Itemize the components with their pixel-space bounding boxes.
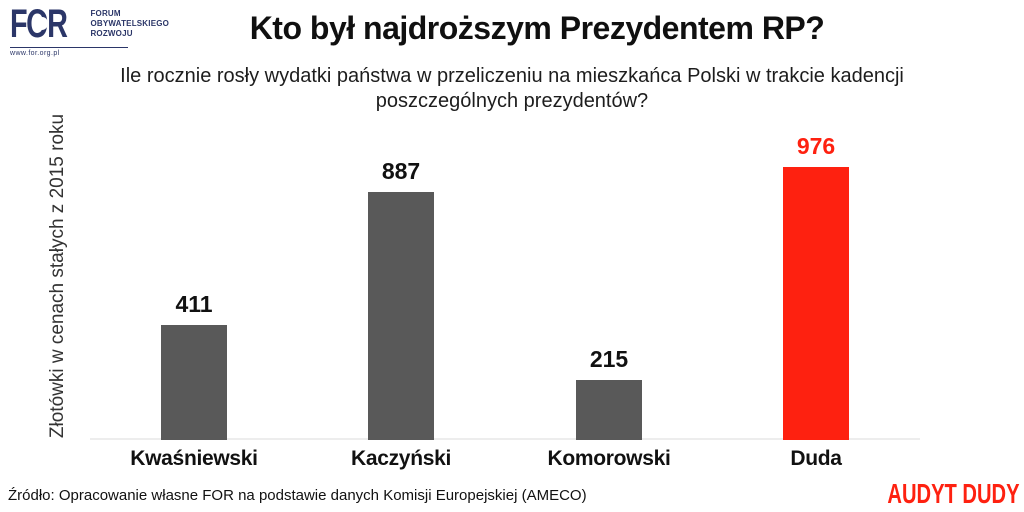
bar-value-label: 887	[381, 158, 421, 184]
bar-category-label: Komorowski	[547, 447, 671, 470]
logo-website: www.for.org.pl	[10, 49, 60, 57]
logo-name-line: OBYWATELSKIEGO	[90, 19, 170, 28]
bar-kwaniewski	[161, 325, 227, 440]
for-logo-acronym: FOR	[10, 4, 68, 44]
y-axis-label: Złotówki w cenach stałych z 2015 roku	[47, 113, 68, 439]
bar-komorowski	[576, 380, 642, 440]
page-title: Kto był najdroższym Prezydentem RP?	[249, 10, 825, 46]
logo-name-line: FORUM	[90, 9, 121, 18]
campaign-label: AUDYT DUDY	[887, 478, 1020, 509]
page-subtitle: Ile rocznie rosły wydatki państwa w prze…	[120, 65, 904, 112]
bar-kaczyski	[368, 192, 434, 440]
source-note: Źródło: Opracowanie własne FOR na podsta…	[8, 487, 587, 504]
bar-value-label: 976	[796, 133, 836, 159]
x-axis-baseline	[90, 438, 920, 440]
bar-category-label: Duda	[790, 447, 842, 470]
bar-category-label: Kaczyński	[350, 447, 452, 470]
poland-map-icon	[35, 17, 49, 30]
bar-category-label: Kwaśniewski	[130, 447, 258, 470]
bar-duda	[783, 167, 849, 440]
for-logo-name: FORUM OBYWATELSKIEGO ROZWOJU	[90, 6, 169, 39]
logo-name-line: ROZWOJU	[90, 29, 133, 38]
for-logo: FOR FORUM OBYWATELSKIEGO ROZWOJU www.for…	[10, 4, 169, 57]
bar-value-label: 411	[175, 291, 213, 317]
logo-divider	[10, 46, 128, 48]
bar-value-label: 215	[589, 346, 629, 372]
y-axis-label-wrap: Złotówki w cenach stałych z 2015 roku	[40, 110, 76, 442]
